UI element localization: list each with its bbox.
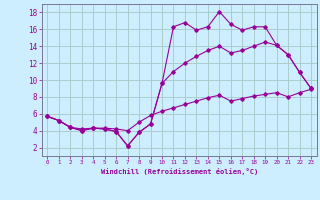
X-axis label: Windchill (Refroidissement éolien,°C): Windchill (Refroidissement éolien,°C): [100, 168, 258, 175]
